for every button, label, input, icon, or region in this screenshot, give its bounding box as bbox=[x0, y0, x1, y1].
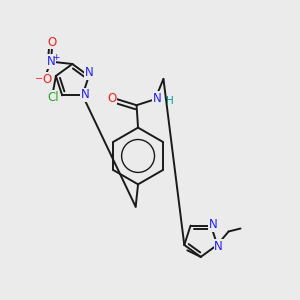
Text: H: H bbox=[167, 96, 174, 106]
Text: N: N bbox=[214, 240, 223, 253]
Text: O: O bbox=[47, 36, 57, 49]
Text: N: N bbox=[46, 55, 55, 68]
Text: +: + bbox=[52, 53, 59, 62]
Text: O: O bbox=[42, 73, 51, 86]
Text: N: N bbox=[209, 218, 218, 231]
Text: N: N bbox=[85, 67, 94, 80]
Text: N: N bbox=[153, 92, 162, 105]
Text: O: O bbox=[107, 92, 116, 104]
Text: −: − bbox=[35, 74, 44, 84]
Text: Cl: Cl bbox=[47, 91, 59, 104]
Text: N: N bbox=[81, 88, 89, 101]
